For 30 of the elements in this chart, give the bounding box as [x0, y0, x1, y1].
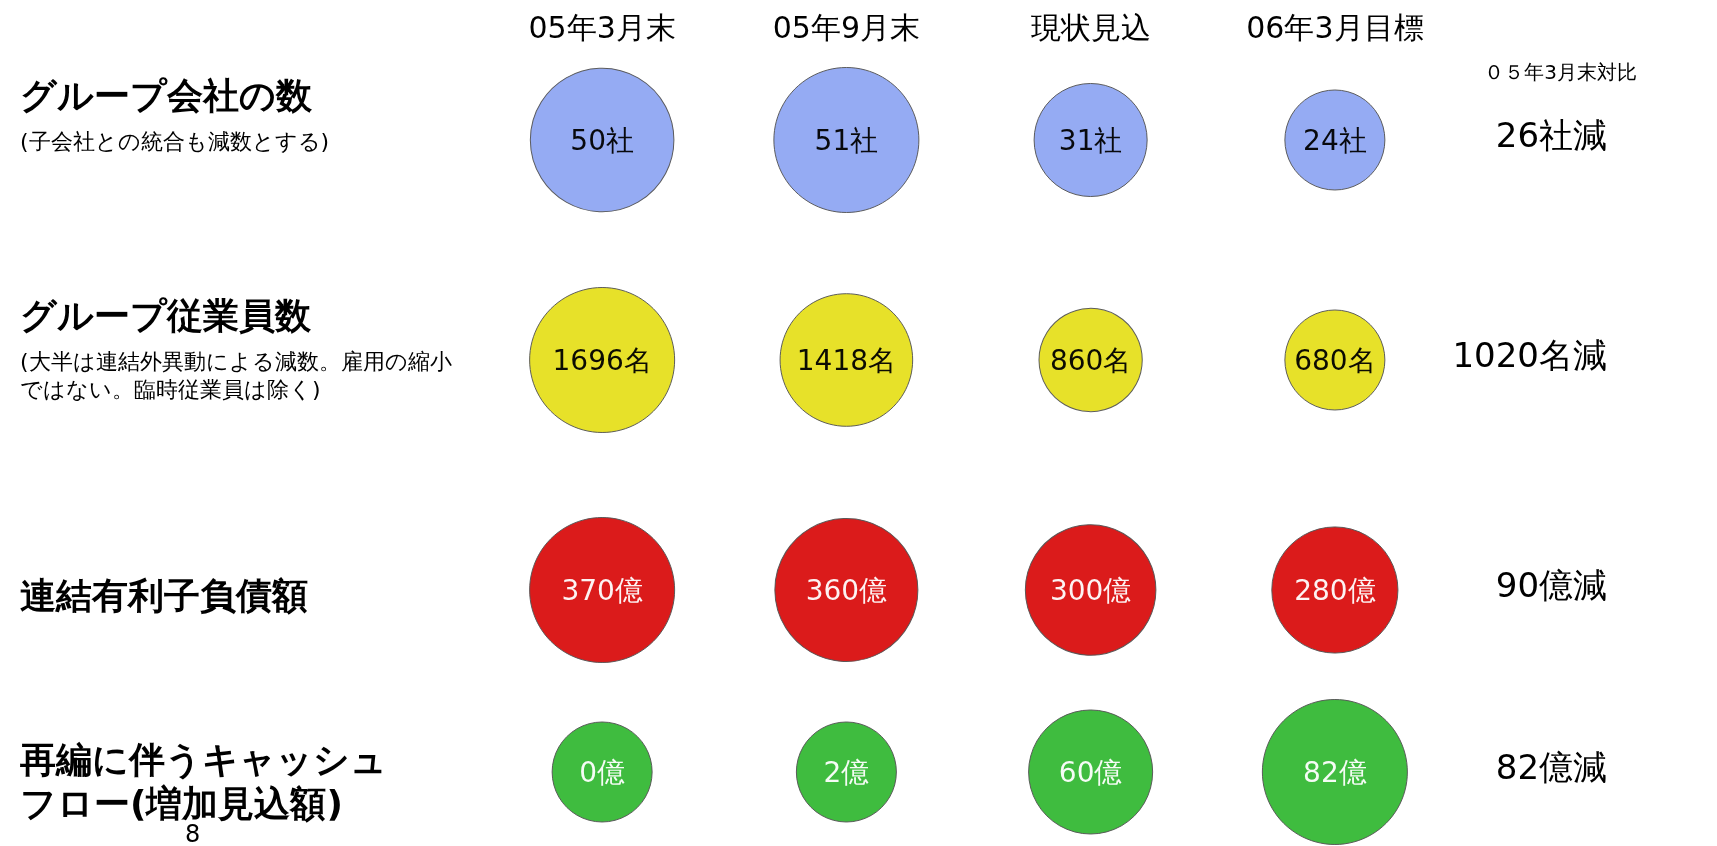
text: グループ会社の数 — [20, 74, 313, 116]
data-label: 1696名 — [552, 343, 652, 377]
data-label: 60億 — [1058, 755, 1123, 789]
data-label: 0億 — [579, 755, 626, 789]
data-label: 360億 — [805, 573, 888, 607]
data-label: 680名 — [1294, 343, 1376, 377]
text: 82億減 — [1495, 747, 1607, 787]
category-label: 05年9月末 — [772, 9, 921, 45]
data-label: 31社 — [1058, 123, 1123, 157]
text: 90億減 — [1495, 565, 1607, 605]
text: グループ従業員数 — [20, 294, 312, 336]
data-label: 82億 — [1303, 755, 1367, 789]
data-label: 860名 — [1049, 343, 1132, 377]
data-label: 24社 — [1303, 123, 1367, 157]
text: (子会社との統合も減数とする) — [20, 128, 330, 154]
category-label: 06年3月目標 — [1246, 9, 1424, 45]
data-label: 51社 — [814, 123, 879, 157]
text: 26社減 — [1495, 115, 1607, 155]
text: 連結有利子負債額 — [20, 574, 308, 616]
category-label: 05年3月末 — [528, 9, 676, 45]
text: (大半は連結外異動による減数。雇用の縮小ではない。臨時従業員は除く) — [20, 348, 452, 402]
category-label: 現状見込 — [1030, 9, 1151, 45]
data-label: 300億 — [1049, 573, 1132, 607]
data-label: 1418名 — [796, 343, 897, 377]
data-label: 280億 — [1294, 573, 1376, 607]
data-label: 50社 — [570, 123, 634, 157]
data-label: 2億 — [823, 755, 870, 789]
text: 1020名減 — [1452, 335, 1607, 375]
text: ０５年3月末対比 — [1484, 60, 1638, 84]
data-label: 370億 — [561, 573, 643, 607]
